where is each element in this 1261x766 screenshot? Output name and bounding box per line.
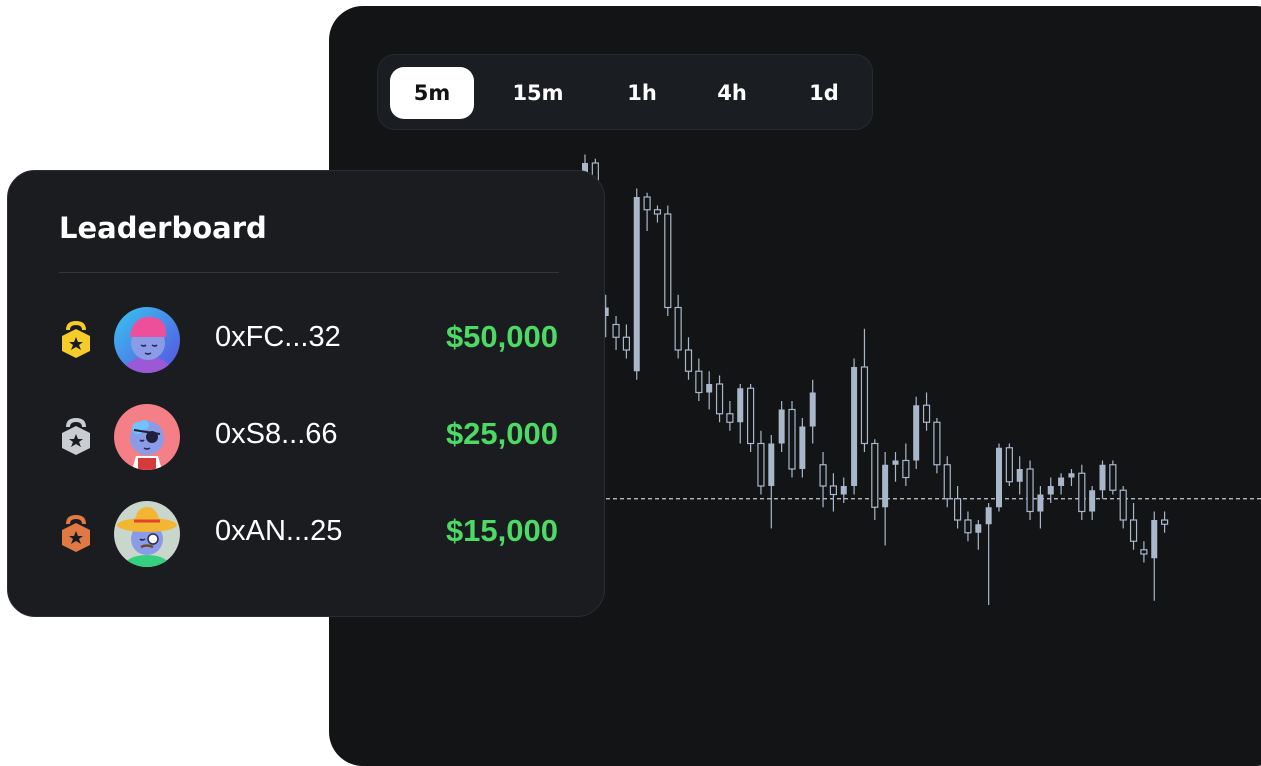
timeframe-15m-button[interactable]: 15m	[512, 81, 564, 105]
silver-medal-icon	[62, 417, 90, 455]
divider	[59, 272, 559, 273]
candle	[695, 358, 703, 401]
candle	[1160, 511, 1169, 533]
candle	[726, 401, 734, 431]
avatar	[114, 307, 180, 373]
timeframe-4h-button[interactable]: 4h	[717, 81, 747, 105]
timeframe-selector: 5m 15m 1h 4h 1d	[377, 54, 873, 130]
candle	[799, 418, 806, 478]
wallet-address: 0xS8...66	[215, 418, 338, 450]
candle	[1151, 511, 1158, 601]
candle	[1109, 460, 1117, 495]
candle	[674, 294, 682, 359]
candle	[882, 452, 889, 546]
candle	[622, 324, 630, 359]
candle	[975, 520, 982, 550]
leaderboard-title: Leaderboard	[59, 211, 267, 245]
candle	[892, 452, 899, 482]
candle	[860, 328, 869, 452]
candle	[768, 435, 775, 529]
candle	[902, 443, 910, 486]
timeframe-1h-button[interactable]: 1h	[627, 81, 657, 105]
candle	[933, 418, 941, 474]
candle	[612, 316, 620, 350]
candle	[819, 452, 827, 508]
gold-medal-icon	[62, 320, 90, 358]
wallet-address: 0xFC...32	[215, 321, 341, 353]
candle	[1099, 460, 1106, 499]
prize-amount: $25,000	[445, 416, 558, 451]
candle	[715, 375, 724, 423]
candle	[1089, 486, 1096, 520]
prize-amount: $15,000	[445, 513, 558, 548]
candle	[943, 456, 951, 508]
prize-amount: $50,000	[445, 319, 558, 354]
candle	[840, 477, 847, 503]
candle	[985, 503, 992, 605]
candle	[1068, 469, 1075, 486]
candle	[922, 392, 931, 431]
leaderboard-row[interactable]: 0xFC...32 $50,000	[8, 305, 606, 375]
timeframe-5m-button[interactable]: 5m	[390, 67, 474, 119]
candle	[964, 511, 972, 542]
candle	[913, 396, 920, 469]
candle	[684, 337, 693, 380]
candle	[653, 205, 662, 223]
leaderboard-row[interactable]: 0xS8...66 $25,000	[8, 402, 606, 472]
candle	[757, 430, 765, 495]
candle	[1119, 486, 1127, 529]
candle	[1058, 473, 1065, 495]
candle	[1016, 456, 1023, 495]
leaderboard-row[interactable]: 0xAN...25 $15,000	[8, 499, 606, 569]
candle	[788, 401, 796, 478]
candle	[643, 192, 651, 231]
candle	[809, 379, 816, 444]
candle	[1129, 503, 1138, 550]
avatar	[114, 501, 180, 567]
timeframe-1d-button[interactable]: 1d	[809, 81, 839, 105]
candle	[871, 439, 879, 520]
leaderboard-card: Leaderboard	[7, 170, 605, 617]
candle	[706, 371, 713, 410]
candle	[953, 486, 962, 529]
candle	[829, 473, 837, 512]
wallet-address: 0xAN...25	[215, 515, 343, 547]
candle	[996, 443, 1002, 512]
candle	[633, 188, 640, 380]
candle	[664, 205, 672, 316]
candle	[1140, 541, 1148, 563]
candle	[747, 384, 755, 452]
candle	[1078, 464, 1086, 520]
candle	[1026, 460, 1034, 520]
avatar	[114, 404, 180, 470]
candle	[1047, 477, 1054, 503]
candle	[851, 358, 858, 495]
candle	[1005, 443, 1013, 486]
candle	[602, 294, 609, 338]
candle	[1037, 486, 1044, 529]
candle	[737, 384, 744, 444]
candle	[778, 401, 785, 452]
bronze-medal-icon	[62, 514, 90, 552]
